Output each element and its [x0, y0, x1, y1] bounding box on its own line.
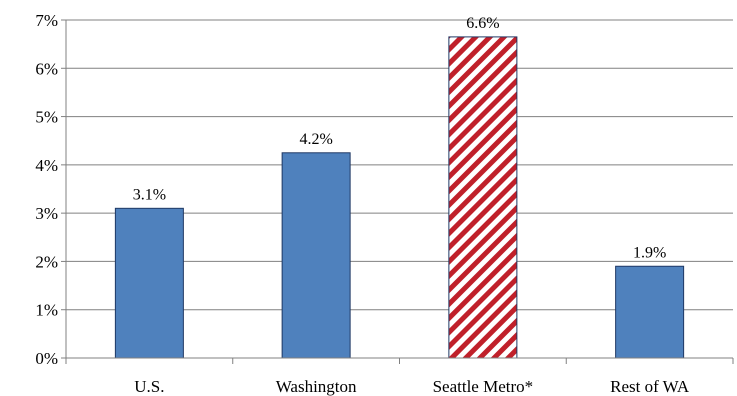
- bars: [114, 36, 685, 359]
- data-label: 1.9%: [633, 244, 666, 261]
- x-tick-label: U.S.: [134, 377, 164, 396]
- y-tick-label: 0%: [35, 349, 58, 368]
- data-label: 4.2%: [299, 131, 332, 148]
- x-tick-label: Rest of WA: [610, 377, 690, 396]
- data-label: 6.6%: [466, 15, 499, 32]
- y-tick-label: 4%: [35, 156, 58, 175]
- x-tick-label: Seattle Metro*: [433, 377, 534, 396]
- y-tick-label: 5%: [35, 108, 58, 127]
- bar: [281, 152, 351, 359]
- data-label: 3.1%: [133, 186, 166, 203]
- y-tick-label: 7%: [35, 11, 58, 30]
- bar: [114, 207, 184, 359]
- bar-highlighted: [448, 36, 518, 359]
- axes: [65, 20, 734, 364]
- x-axis-tick-labels: U.S. Washington Seattle Metro* Rest of WA: [134, 377, 690, 396]
- bar: [615, 265, 685, 359]
- data-labels: 3.1% 4.2% 6.6% 1.9%: [133, 15, 667, 261]
- y-tick-label: 6%: [35, 59, 58, 78]
- y-tick-label: 1%: [35, 301, 58, 320]
- y-tick-label: 3%: [35, 204, 58, 223]
- y-tick-label: 2%: [35, 252, 58, 271]
- x-tick-label: Washington: [276, 377, 357, 396]
- y-axis-tick-labels: 0% 1% 2% 3% 4% 5% 6% 7%: [35, 11, 58, 368]
